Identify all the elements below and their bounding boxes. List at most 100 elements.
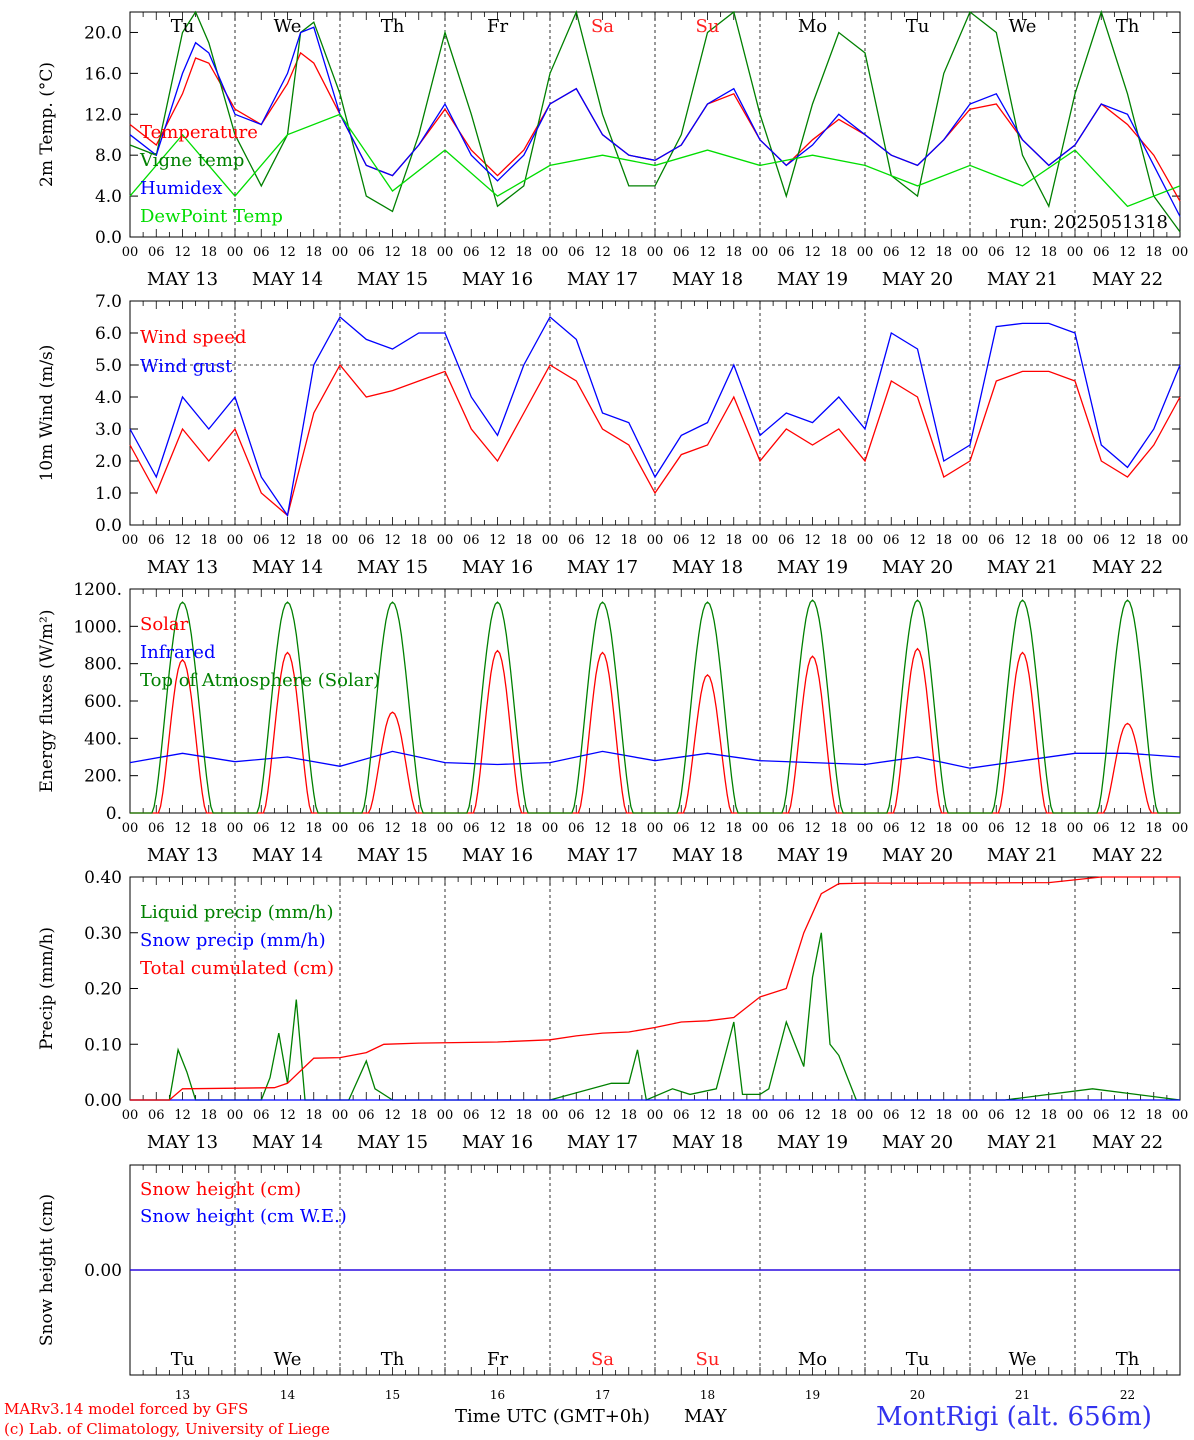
y-tick-label: 12.0 [84,105,122,125]
hour-tick-label: 06 [673,245,690,260]
y-tick-label: 1000. [73,617,122,637]
date-label: MAY 14 [252,1132,323,1153]
y-tick-label: 0.00 [84,1261,122,1281]
hour-tick-label: 00 [122,821,139,836]
hour-tick-label: 00 [122,1108,139,1123]
hour-tick-label: 00 [857,1108,874,1123]
hour-tick-label: 06 [568,821,585,836]
weekday-label: Fr [487,1349,508,1370]
legend-entry: Temperature [140,122,258,143]
hour-tick-label: 12 [699,533,716,548]
hour-tick-label: 18 [305,1108,322,1123]
hour-tick-label: 06 [883,533,900,548]
hour-tick-label: 06 [1093,245,1110,260]
hour-tick-label: 06 [883,245,900,260]
y-tick-label: 0.0 [95,228,122,248]
hour-tick-label: 12 [174,1108,191,1123]
date-label: MAY 19 [777,845,848,866]
hour-tick-label: 00 [752,245,769,260]
hour-tick-label: 18 [305,533,322,548]
hour-tick-label: 00 [647,533,664,548]
hour-tick-label: 06 [358,1108,375,1123]
day-number-label: 20 [910,1388,925,1402]
weekday-label: We [1009,1349,1037,1370]
hour-tick-label: 00 [437,821,454,836]
lab-credit: (c) Lab. of Climatology, University of L… [4,1420,330,1438]
date-label: MAY 18 [672,1132,743,1153]
weekday-label: Th [381,1349,405,1370]
day-number-label: 14 [280,1388,296,1402]
date-label: MAY 15 [357,269,428,290]
date-label: MAY 22 [1092,845,1163,866]
y-axis-label: 2m Temp. (°C) [37,62,57,187]
hour-tick-label: 18 [410,245,427,260]
plot-frame [129,588,1181,814]
legend-entry: Total cumulated (cm) [140,958,334,979]
hour-tick-label: 12 [1014,1108,1031,1123]
hour-tick-label: 12 [1119,1108,1136,1123]
hour-tick-label: 06 [988,1108,1005,1123]
date-label: MAY 16 [462,845,533,866]
day-number-label: 15 [385,1388,400,1402]
legend-entry: Infrared [140,642,215,663]
date-label: MAY 21 [987,557,1058,578]
hour-tick-label: 00 [647,821,664,836]
date-label: MAY 17 [567,557,638,578]
hour-tick-label: 06 [358,533,375,548]
hour-tick-label: 06 [883,1108,900,1123]
date-label: MAY 17 [567,1132,638,1153]
legend-entry: Snow height (cm) [140,1179,301,1200]
hour-tick-label: 00 [437,533,454,548]
weekday-label: Fr [487,16,508,37]
hour-tick-label: 12 [594,821,611,836]
hour-tick-label: 12 [384,1108,401,1123]
hour-tick-label: 00 [332,821,349,836]
weekday-label: Sa [591,16,614,37]
hour-tick-label: 00 [122,533,139,548]
y-tick-label: 0.00 [84,1091,122,1111]
date-label: MAY 14 [252,269,323,290]
hour-tick-label: 12 [594,533,611,548]
hour-tick-label: 12 [1014,533,1031,548]
weekday-label: We [274,1349,302,1370]
day-number-label: 19 [805,1388,820,1402]
hour-tick-label: 06 [253,533,270,548]
hour-tick-label: 12 [279,821,296,836]
hour-tick-label: 06 [673,821,690,836]
hour-tick-label: 12 [699,1108,716,1123]
hour-tick-label: 18 [1145,821,1162,836]
time-axis-label: Time UTC (GMT+0h) [455,1406,650,1427]
hour-tick-label: 06 [568,245,585,260]
weekday-label: Tu [906,1349,930,1370]
date-label: MAY 21 [987,269,1058,290]
y-tick-label: 5.0 [95,356,122,376]
hour-tick-label: 00 [857,245,874,260]
hour-tick-label: 12 [594,1108,611,1123]
legend-entry: Humidex [140,178,222,199]
hour-tick-label: 06 [568,533,585,548]
hour-tick-label: 12 [279,533,296,548]
date-label: MAY 13 [147,1132,218,1153]
hour-tick-label: 00 [962,821,979,836]
legend-entry: DewPoint Temp [140,206,283,227]
date-label: MAY 18 [672,557,743,578]
plot-frame [129,300,1181,526]
hour-tick-label: 12 [384,821,401,836]
legend-entry: Wind speed [140,327,246,348]
hour-tick-label: 00 [437,245,454,260]
series-line-infrared [129,750,1181,769]
y-tick-label: 4.0 [95,187,122,207]
hour-tick-label: 00 [752,533,769,548]
hour-tick-label: 18 [830,245,847,260]
run-label: run: 2025051318 [1010,212,1168,233]
date-label: MAY 21 [987,1132,1058,1153]
hour-tick-label: 00 [227,533,244,548]
date-label: MAY 14 [252,845,323,866]
y-tick-label: 200. [84,767,122,787]
hour-tick-label: 12 [909,1108,926,1123]
hour-tick-label: 12 [279,1108,296,1123]
y-tick-label: 1200. [73,580,122,600]
weekday-label: Su [696,16,720,37]
hour-tick-label: 00 [542,821,559,836]
hour-tick-label: 18 [1040,1108,1057,1123]
